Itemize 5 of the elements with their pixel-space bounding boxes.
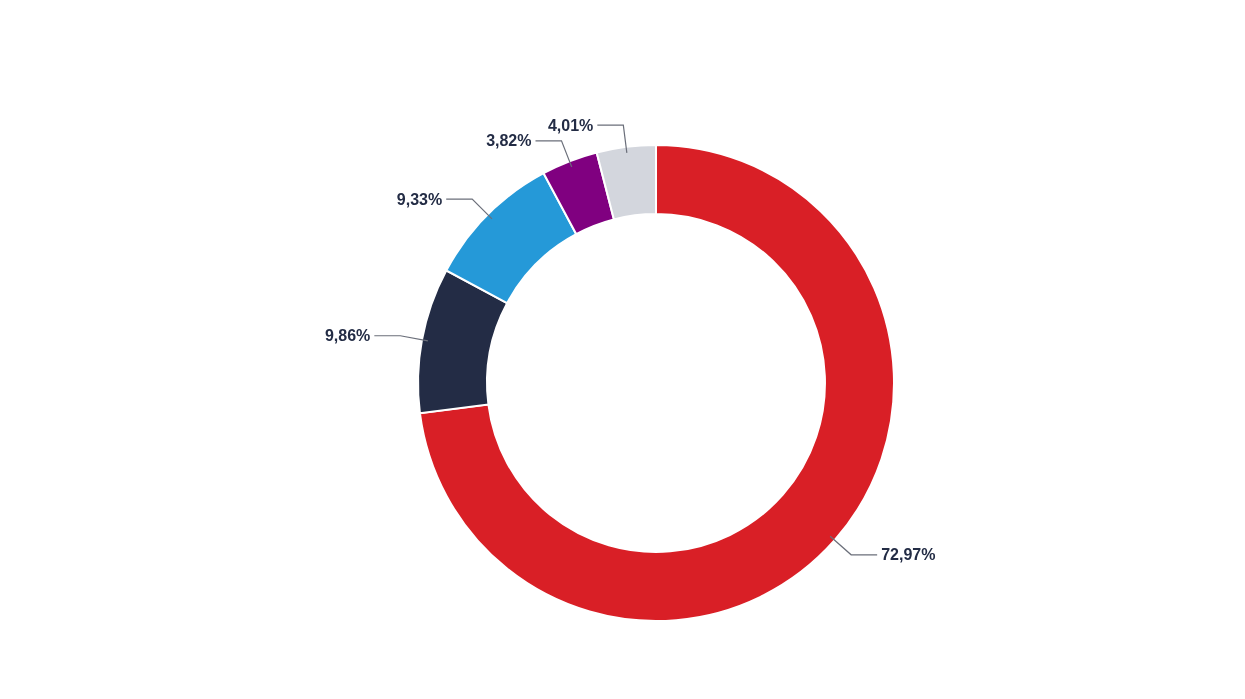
data-label: 3,82% bbox=[486, 132, 532, 150]
data-label: 9,86% bbox=[324, 327, 371, 345]
data-label: 72,97% bbox=[881, 546, 936, 564]
data-label: 4,01% bbox=[547, 116, 594, 134]
data-label: 9,33% bbox=[396, 190, 443, 208]
